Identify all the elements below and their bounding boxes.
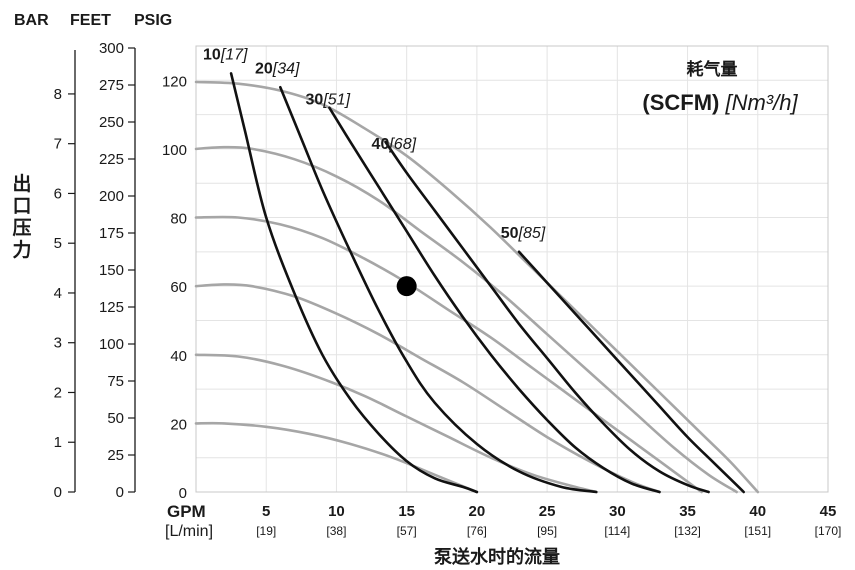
x-axis-ticks: 5 [19] 10 [38] 15 [57] 20 [76] 25 [95] 30 [114] 35 [1…	[256, 503, 841, 538]
feet-tick-label: 275	[99, 77, 124, 94]
x-tick-label-lmin: [95]	[537, 524, 557, 538]
bar-tick-label: 1	[54, 434, 62, 451]
x-tick-label-gpm: 45	[820, 503, 837, 520]
psig-tick-label: 0	[179, 485, 187, 502]
feet-tick-label: 300	[99, 40, 124, 57]
x-axis-title: 泵送水时的流量	[434, 546, 560, 567]
x-tick-label-lmin: [132]	[674, 524, 701, 538]
x-tick-label-lmin: [170]	[815, 524, 842, 538]
air-curve-30	[328, 106, 661, 494]
feet-tick-label: 25	[107, 447, 124, 464]
feet-tick-label: 75	[107, 373, 124, 390]
feet-tick-label: 125	[99, 299, 124, 316]
air-curve-label-50: 50[85]	[501, 225, 546, 242]
x-unit-gpm: GPM	[167, 502, 206, 521]
x-tick-label-gpm: 10	[328, 503, 345, 520]
psig-tick-label: 100	[162, 142, 187, 159]
air-curve-label-40: 40[68]	[372, 136, 417, 153]
bar-tick-label: 7	[54, 136, 62, 153]
bar-tick-label: 4	[54, 285, 62, 302]
psig-tick-label: 80	[170, 211, 187, 228]
feet-tick-label: 200	[99, 188, 124, 205]
bar-axis-ticks: 0 1 2 3 4 5 6 7 8	[54, 86, 75, 501]
chart-subtitle-italic: [Nm³/h]	[724, 90, 798, 115]
feet-tick-label: 250	[99, 114, 124, 131]
x-tick-label-lmin: [114]	[604, 524, 630, 538]
feet-tick-label: 100	[99, 336, 124, 353]
unit-header-bar: BAR	[14, 12, 49, 29]
psig-axis-ticks: 0 20 40 60 80 100 120	[162, 73, 187, 502]
bar-tick-label: 8	[54, 86, 62, 103]
pressure-curves	[194, 80, 760, 494]
plot-frame	[195, 45, 829, 493]
air-curve-40	[384, 140, 710, 494]
x-tick-label-gpm: 40	[749, 503, 766, 520]
pressure-curve-1	[194, 80, 760, 494]
chart-title: 耗气量	[687, 59, 738, 79]
feet-tick-label: 225	[99, 151, 124, 168]
air-curve-20	[279, 85, 598, 494]
x-tick-label-lmin: [38]	[326, 524, 346, 538]
pressure-curve-4	[194, 283, 661, 494]
x-tick-label-gpm: 20	[469, 503, 486, 520]
operating-point-marker	[396, 276, 417, 297]
unit-header-psig: PSIG	[134, 12, 172, 29]
x-tick-label-lmin: [19]	[256, 524, 276, 538]
feet-tick-label: 50	[107, 410, 124, 427]
x-tick-label-gpm: 25	[539, 503, 556, 520]
x-tick-label-lmin: [151]	[744, 524, 771, 538]
feet-tick-label: 175	[99, 225, 124, 242]
feet-axis-ticks: 0 25 50 75 100 125 150 175 200 225 250 275 300	[99, 40, 135, 501]
x-tick-label-gpm: 30	[609, 503, 626, 520]
air-curve-label-10: 10[17]	[203, 47, 248, 64]
x-tick-label-gpm: 5	[262, 503, 270, 520]
x-tick-label-lmin: [76]	[467, 524, 487, 538]
psig-tick-label: 20	[170, 416, 187, 433]
bar-tick-label: 6	[54, 185, 62, 202]
bar-tick-label: 2	[54, 384, 62, 401]
psig-tick-label: 120	[162, 73, 187, 90]
air-curve-label-20: 20[34]	[255, 60, 300, 77]
chart-subtitle-bold: (SCFM)	[642, 90, 719, 115]
psig-tick-label: 40	[170, 348, 187, 365]
pressure-curve-3	[194, 215, 703, 494]
psig-tick-label: 60	[170, 279, 187, 296]
feet-tick-label: 0	[116, 484, 124, 501]
bar-tick-label: 5	[54, 235, 62, 252]
x-tick-label-lmin: [57]	[397, 524, 417, 538]
feet-tick-label: 150	[99, 262, 124, 279]
unit-header-feet: FEET	[70, 12, 111, 29]
air-curve-10	[229, 72, 479, 494]
air-curve-50	[517, 250, 745, 494]
pressure-curve-2	[194, 145, 738, 494]
air-consumption-curves	[229, 72, 745, 494]
air-consumption-labels: 10[17] 20[34] 30[51] 40[68] 50[85]	[203, 47, 546, 242]
plot-grid	[196, 46, 828, 492]
bar-tick-label: 0	[54, 484, 62, 501]
pressure-curve-5	[194, 353, 598, 494]
x-tick-label-gpm: 15	[398, 503, 415, 520]
x-unit-lmin: [L/min]	[165, 523, 213, 540]
x-tick-label-gpm: 35	[679, 503, 696, 520]
chart-subtitle: (SCFM) [Nm³/h]	[642, 90, 798, 115]
y-axis-title: 出口压力	[12, 172, 31, 261]
bar-tick-label: 3	[54, 335, 62, 352]
pressure-curve-6	[194, 421, 479, 494]
air-curve-label-30: 30[51]	[306, 91, 351, 108]
